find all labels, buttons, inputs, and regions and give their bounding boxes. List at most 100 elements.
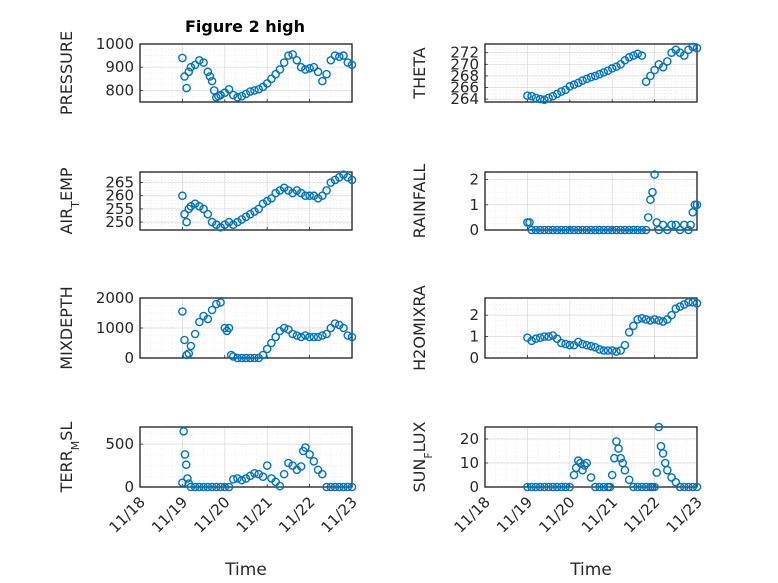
data-point [684, 297, 693, 307]
data-point [663, 57, 672, 66]
data-point [207, 482, 217, 492]
data-point [258, 472, 268, 482]
data-point [347, 175, 357, 185]
y-axis-label: AIRTEMP [57, 167, 82, 234]
data-point [322, 186, 331, 195]
data-point [233, 93, 242, 102]
data-point [220, 220, 230, 230]
y-axis-label: TERRMSL [57, 422, 82, 494]
data-point [195, 201, 204, 211]
data-point [190, 329, 200, 339]
data-point [339, 323, 348, 333]
y-tick-label: 1000 [96, 319, 134, 337]
axis-frame [484, 297, 698, 359]
data-point [616, 225, 625, 235]
data-point [292, 331, 302, 340]
data-point [279, 469, 289, 479]
data-point [561, 225, 570, 235]
data-point [580, 461, 589, 470]
data-point [590, 342, 600, 352]
data-point [531, 482, 541, 492]
x-axis-label: Time [569, 560, 612, 580]
data-point [301, 443, 310, 452]
data-point [620, 465, 630, 475]
data-point [675, 302, 685, 311]
data-point [296, 462, 306, 471]
data-point [199, 204, 208, 214]
data-point [612, 347, 621, 356]
data-point [616, 346, 625, 355]
data-point [671, 477, 681, 487]
data-point [245, 353, 255, 363]
data-point [347, 332, 357, 342]
data-point [178, 478, 187, 488]
data-point [561, 482, 570, 492]
data-point [258, 350, 268, 360]
x-tick-label: 11/18 [451, 493, 494, 536]
axis-frame [139, 43, 353, 103]
data-point [535, 333, 545, 342]
data-point [195, 317, 204, 327]
data-point [224, 217, 234, 227]
data-point [679, 51, 689, 60]
data-point [182, 83, 191, 93]
x-tick-label: 11/21 [233, 493, 276, 536]
data-point [343, 331, 353, 340]
data-point [199, 482, 208, 492]
data-point [267, 74, 276, 84]
x-tick-label: 11/22 [275, 493, 318, 536]
data-point [675, 225, 685, 235]
data-point [557, 338, 566, 348]
data-point [254, 84, 264, 94]
data-point [523, 482, 532, 492]
data-point [322, 69, 331, 79]
data-point [296, 188, 306, 198]
data-point [650, 170, 659, 179]
y-tick-label: 250 [105, 213, 134, 231]
data-point [535, 482, 545, 492]
y-tick-label: 0 [124, 478, 134, 496]
data-point [624, 53, 634, 62]
data-point [184, 204, 194, 214]
data-point [633, 49, 642, 59]
figure-title: Figure 2 high [185, 17, 305, 36]
data-point [309, 456, 319, 466]
data-point [641, 77, 651, 86]
y-tick-label: 2 [469, 306, 479, 324]
y-tick-label: 2000 [96, 289, 134, 307]
y-tick-label: 264 [450, 90, 479, 108]
data-point [633, 225, 642, 235]
data-point [637, 225, 647, 235]
data-point [573, 337, 583, 347]
data-point [275, 481, 285, 491]
data-point [535, 94, 545, 104]
data-point [684, 225, 693, 235]
data-point [652, 468, 662, 477]
data-point [339, 170, 348, 179]
data-point [527, 336, 536, 346]
data-point [216, 298, 225, 307]
data-point [305, 450, 314, 459]
data-point [288, 188, 297, 198]
data-point [271, 69, 280, 79]
data-point [633, 482, 642, 492]
data-point [620, 340, 630, 350]
data-point [624, 475, 634, 485]
data-point [182, 350, 191, 360]
data-point [616, 453, 625, 463]
data-point [224, 482, 234, 492]
data-point [650, 315, 659, 324]
data-point [284, 458, 293, 468]
data-point [220, 482, 230, 492]
data-point [305, 64, 314, 73]
data-point [582, 225, 592, 235]
y-tick-label: 270 [450, 55, 479, 73]
data-point [343, 172, 353, 182]
y-tick-label: 0 [469, 349, 479, 367]
x-tick-label: 11/21 [578, 493, 621, 536]
data-point [212, 220, 221, 230]
data-point [305, 191, 314, 201]
data-point [190, 60, 200, 70]
data-point [573, 225, 583, 235]
data-point [237, 215, 247, 224]
